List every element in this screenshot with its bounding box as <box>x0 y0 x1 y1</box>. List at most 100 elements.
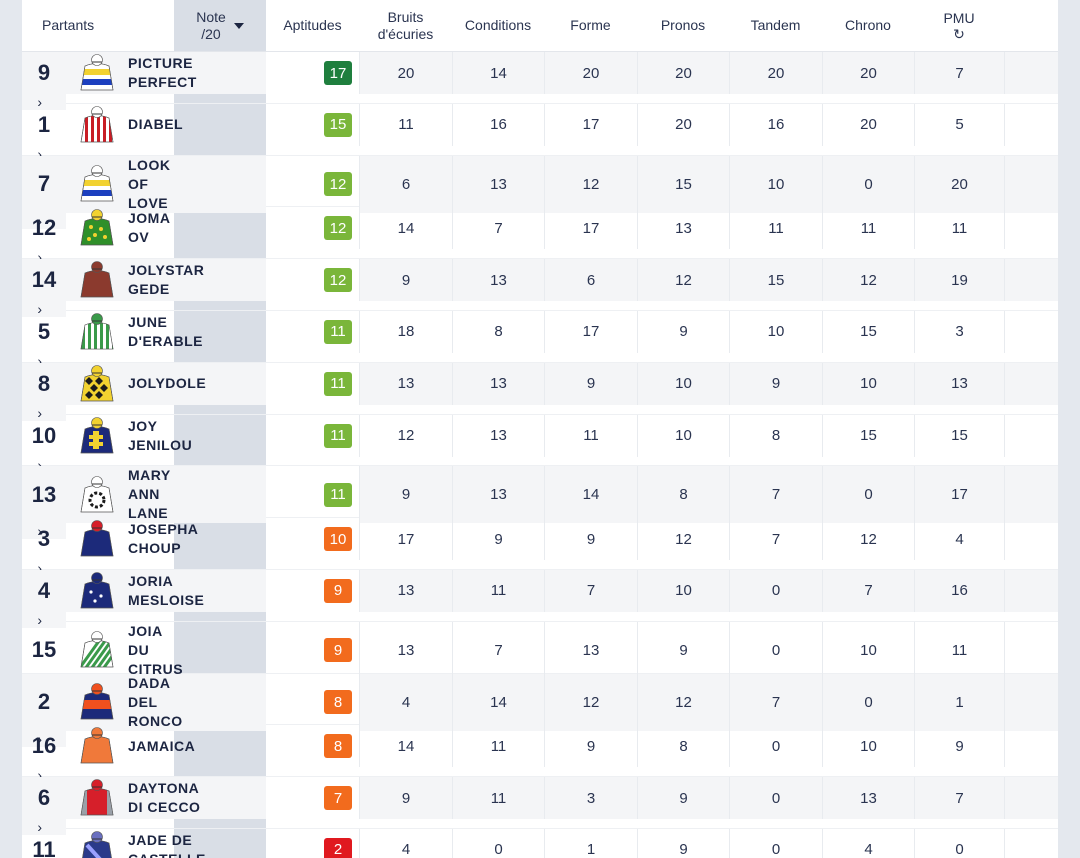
header-bruits[interactable]: Bruits d'écuries <box>359 9 452 43</box>
forme-value: 9 <box>637 828 729 858</box>
chrono-value: 16 <box>914 569 1004 612</box>
aptitudes-value: 14 <box>359 725 452 768</box>
header-pmu[interactable]: PMU ↻ <box>914 10 1004 41</box>
horse-name[interactable]: JADE DE CASTELLE <box>128 829 266 858</box>
aptitudes-value: 9 <box>359 466 452 524</box>
chevron-right-icon[interactable]: › <box>22 404 66 421</box>
header-forme[interactable]: Forme <box>570 17 611 33</box>
table-row[interactable]: 1 DIABEL 15 11 16 17 20 16 20 5 › <box>22 103 1058 162</box>
chevron-right-icon[interactable]: › <box>22 730 66 747</box>
horse-number: 12 <box>31 215 57 241</box>
note-cell: 12 <box>266 259 359 301</box>
horse-name-line: JOSEPHA <box>128 521 199 538</box>
pronos-value: 11 <box>729 207 822 250</box>
table-row[interactable]: 5 JUNE D'ERABLE 11 18 8 17 9 10 15 3 › <box>22 310 1058 369</box>
conditions-value: 12 <box>544 673 637 731</box>
horse-name-line: LOVE <box>128 194 169 211</box>
chevron-right-icon[interactable]: › <box>22 523 66 540</box>
horse-name[interactable]: JOSEPHA CHOUP <box>128 518 266 560</box>
bruits-value: 13 <box>452 362 544 405</box>
table-row[interactable]: 13 MARY ANN LANE 11 9 13 14 8 7 0 17 › <box>22 466 1058 540</box>
conditions-value: 17 <box>544 310 637 353</box>
header-bruits-line2: d'écuries <box>377 25 434 42</box>
pmu-cell <box>1004 518 1058 561</box>
header-note[interactable]: Note /20 <box>174 9 266 43</box>
chevron-right-icon[interactable]: › <box>37 456 42 473</box>
horse-name[interactable]: JOIA DU CITRUS <box>128 622 266 679</box>
chevron-right-icon[interactable]: › <box>37 560 42 577</box>
header-pronos[interactable]: Pronos <box>660 17 706 33</box>
note-cell: 15 <box>266 104 359 146</box>
horse-name[interactable]: DIABEL <box>128 104 266 146</box>
horse-name-line: JOIA <box>128 622 163 639</box>
horse-name[interactable]: PICTURE PERFECT <box>128 52 266 94</box>
chevron-right-icon[interactable]: › <box>37 767 42 784</box>
table-row[interactable]: 11 JADE DECASTELLE24019040› <box>22 828 1058 858</box>
chevron-right-icon[interactable]: › <box>37 352 42 369</box>
jockey-silk-icon <box>66 673 128 731</box>
table-row[interactable]: 8 JOLYDOLE 11 13 13 9 10 9 10 13 › <box>22 362 1058 421</box>
horse-name[interactable]: JOLYSTAR GEDE <box>128 259 266 302</box>
table-row[interactable]: 3 JOSEPHA CHOUP 10 17 9 9 12 7 12 4 › <box>22 518 1058 576</box>
pmu-cell <box>1004 414 1058 457</box>
horse-name[interactable]: DAYTONA DI CECCO <box>128 777 266 820</box>
chrono-value: 15 <box>914 414 1004 457</box>
horse-name-line: JAMAICA <box>128 737 196 754</box>
horse-name[interactable]: JAMAICA <box>128 725 266 767</box>
tandem-value: 20 <box>822 103 914 146</box>
tandem-value: 4 <box>822 828 914 858</box>
horse-name[interactable]: JOLYDOLE <box>128 362 266 405</box>
horse-name[interactable]: MARY ANN LANE <box>128 466 266 524</box>
chevron-right-icon[interactable]: › <box>22 819 66 836</box>
horse-number: 11 <box>32 836 56 858</box>
horse-name[interactable]: JOY JENILOU <box>128 415 266 457</box>
horse-name[interactable]: LOOK OF LOVE <box>128 155 266 213</box>
table-row[interactable]: 6 DAYTONA DI CECCO 7 9 11 3 9 0 13 7 › <box>22 777 1058 836</box>
horse-name-line: JOLYSTAR <box>128 262 205 279</box>
header-partants[interactable]: Partants <box>42 17 95 33</box>
forme-value: 9 <box>637 310 729 353</box>
aptitudes-value: 4 <box>359 828 452 858</box>
table-row[interactable]: 16 JAMAICA 8 14 11 9 8 0 10 9 › <box>22 725 1058 783</box>
table-row[interactable]: 10 JOY JENILOU 11 12 13 11 10 8 15 15 › <box>22 414 1058 473</box>
header-aptitudes[interactable]: Aptitudes <box>283 17 342 33</box>
pmu-cell <box>1004 569 1058 612</box>
table-row[interactable]: 4 JORIA MESLOISE 9 13 11 7 10 0 7 16 › <box>22 569 1058 628</box>
horse-name-line: DADA <box>128 674 171 691</box>
tandem-value: 12 <box>822 518 914 561</box>
table-row[interactable]: 9 PICTURE PERFECT 17 20 14 20 20 20 20 7 › <box>22 52 1058 110</box>
chevron-right-icon[interactable]: › <box>22 212 66 229</box>
jockey-silk-icon <box>66 311 128 353</box>
horse-name[interactable]: JORIA MESLOISE <box>128 569 266 612</box>
horse-name[interactable]: JUNE D'ERABLE <box>128 311 266 353</box>
jockey-silk-icon <box>66 52 128 94</box>
pronos-value: 0 <box>729 621 822 679</box>
table-row[interactable]: 2 DADA DEL RONCO 8 4 14 12 12 7 0 1 › <box>22 673 1058 747</box>
horse-name[interactable]: JOMA OV <box>128 207 266 249</box>
pmu-cell <box>1004 828 1058 858</box>
jockey-silk-icon <box>66 415 128 457</box>
jockey-silk-icon <box>66 622 128 679</box>
horse-name-line: JORIA <box>128 572 174 589</box>
table-row[interactable]: 7 LOOK OF LOVE 12 6 13 12 15 10 0 20 › <box>22 155 1058 229</box>
chevron-right-icon[interactable]: › <box>22 301 66 318</box>
chevron-right-icon[interactable]: › <box>37 145 42 162</box>
horse-name-line: JOY <box>128 417 158 434</box>
header-chrono[interactable]: Chrono <box>845 17 891 33</box>
pronos-value: 7 <box>729 466 822 524</box>
refresh-icon[interactable]: ↻ <box>953 26 965 42</box>
bruits-value: 13 <box>452 414 544 457</box>
horse-name[interactable]: DADA DEL RONCO <box>128 673 266 731</box>
header-tandem[interactable]: Tandem <box>750 17 801 33</box>
header-conditions[interactable]: Conditions <box>464 17 532 33</box>
chevron-right-icon[interactable]: › <box>37 249 42 266</box>
table-row[interactable]: 12 JOMA OV 12 14 7 17 13 11 11 11 › <box>22 207 1058 265</box>
bruits-value: 7 <box>452 207 544 250</box>
aptitudes-value: 6 <box>359 155 452 213</box>
bruits-value: 7 <box>452 621 544 679</box>
chevron-right-icon[interactable]: › <box>22 611 66 628</box>
note-badge: 9 <box>324 578 352 603</box>
chevron-right-icon[interactable]: › <box>22 94 66 110</box>
table-row[interactable]: 14 JOLYSTAR GEDE 12 9 13 6 12 15 12 19 › <box>22 259 1058 318</box>
